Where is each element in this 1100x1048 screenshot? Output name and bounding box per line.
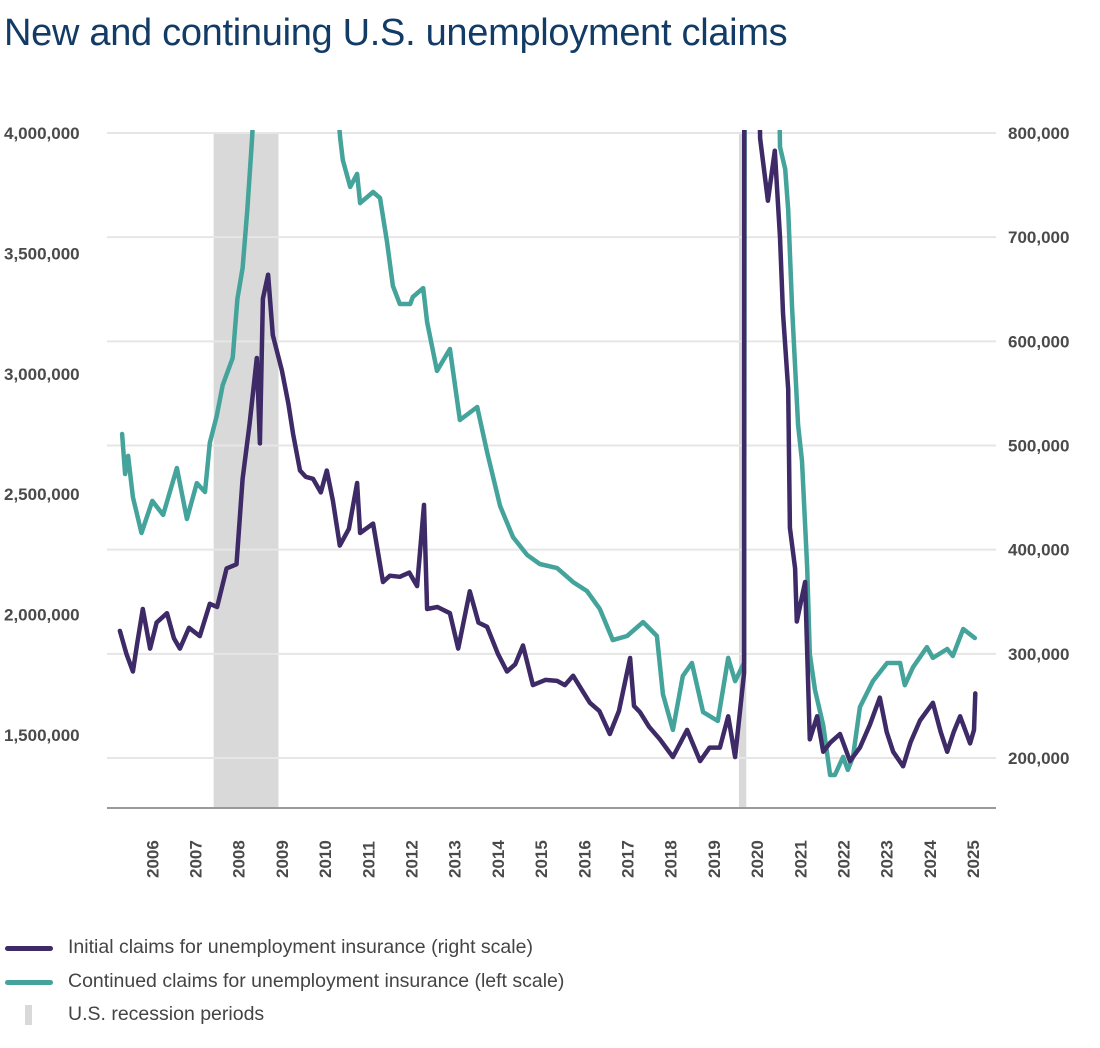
continued-claims-line [119, 130, 978, 778]
legend-label-continued: Continued claims for unemployment insura… [68, 970, 565, 992]
x-tick-label: 2025 [964, 840, 983, 878]
x-tick-label: 2021 [791, 840, 810, 878]
legend-swatch-continued [5, 980, 53, 985]
x-tick-label: 2014 [489, 840, 508, 878]
left-tick-label: 3,000,000 [4, 365, 80, 384]
x-tick-label: 2009 [273, 840, 292, 878]
left-tick-label: 2,500,000 [4, 485, 80, 504]
legend-swatch-recession [25, 1005, 32, 1025]
left-tick-label: 3,500,000 [4, 244, 80, 263]
chart-title: New and continuing U.S. unemployment cla… [4, 12, 788, 54]
legend-label-initial: Initial claims for unemployment insuranc… [68, 936, 533, 958]
x-tick-label: 2018 [662, 840, 681, 878]
x-tick-label: 2016 [575, 840, 594, 878]
x-tick-label: 2010 [316, 840, 335, 878]
legend-label-recession: U.S. recession periods [68, 1003, 265, 1025]
legend-item-continued: Continued claims for unemployment insura… [0, 967, 700, 997]
left-tick-label: 2,000,000 [4, 606, 80, 625]
left-axis: 4,000,000 3,500,000 3,000,000 2,500,000 2,00… [4, 124, 80, 745]
x-tick-label: 2015 [532, 840, 551, 878]
initial-claims-line [117, 130, 978, 769]
series-lines [117, 130, 978, 778]
x-tick-label: 2022 [835, 840, 854, 878]
right-axis: 800,000 700,000 600,000 500,000 400,000 300,0… [1008, 124, 1069, 768]
x-tick-label: 2012 [403, 840, 422, 878]
right-tick-label: 200,000 [1008, 749, 1069, 768]
left-tick-label: 4,000,000 [4, 124, 80, 143]
legend-item-initial: Initial claims for unemployment insuranc… [0, 933, 700, 963]
x-tick-label: 2017 [619, 840, 638, 878]
right-tick-label: 500,000 [1008, 437, 1069, 456]
right-tick-label: 800,000 [1008, 124, 1069, 143]
x-tick-label: 2007 [187, 840, 206, 878]
x-tick-label: 2008 [230, 840, 249, 878]
x-tick-label: 2013 [446, 840, 465, 878]
legend-item-recession: U.S. recession periods [0, 1000, 700, 1030]
x-tick-label: 2020 [748, 840, 767, 878]
right-tick-label: 600,000 [1008, 332, 1069, 351]
x-axis: 2006 2007 2008 2009 2010 2011 2012 2013 2014 2015… [143, 840, 983, 878]
x-tick-label: 2024 [921, 840, 940, 878]
x-tick-label: 2019 [705, 840, 724, 878]
x-tick-label: 2011 [359, 841, 378, 878]
right-tick-label: 300,000 [1008, 645, 1069, 664]
right-tick-label: 400,000 [1008, 541, 1069, 560]
x-tick-label: 2023 [878, 840, 897, 878]
left-tick-label: 1,500,000 [4, 726, 80, 745]
x-tick-label: 2006 [143, 840, 162, 878]
right-tick-label: 700,000 [1008, 228, 1069, 247]
chart: 4,000,000 3,500,000 3,000,000 2,500,000 2,00… [4, 124, 1069, 878]
legend-swatch-initial [5, 946, 53, 951]
